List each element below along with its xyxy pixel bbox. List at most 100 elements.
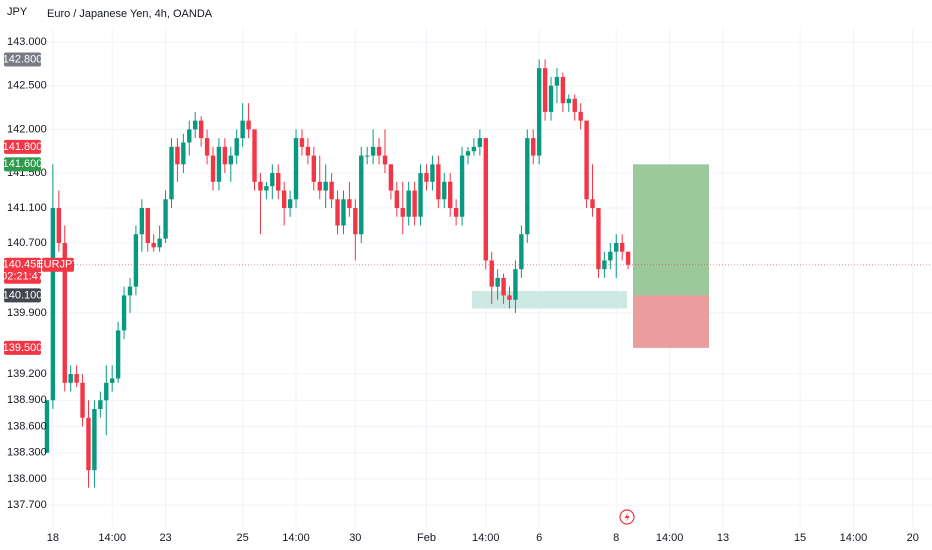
candle-body [459, 155, 465, 217]
candle-body [448, 181, 453, 209]
candle-body [204, 138, 210, 156]
candle-body [596, 208, 601, 270]
candle-body [560, 76, 566, 104]
candle-body [163, 199, 168, 239]
candle-body [418, 173, 423, 217]
candle-body [608, 251, 613, 261]
axes: 143.000142.500142.000141.500141.100140.7… [1, 36, 919, 544]
candle-body [293, 138, 299, 200]
candle-body [139, 208, 145, 235]
candle-body [44, 400, 50, 453]
y-tick-label: 137.700 [7, 499, 47, 511]
plot-area [44, 59, 932, 488]
last-price-bg [4, 257, 41, 284]
candle-body [519, 234, 524, 270]
candle-body [222, 146, 228, 165]
candle-body [394, 190, 400, 209]
candle-body [382, 155, 388, 165]
position-label-bg [4, 340, 41, 355]
candle-body [513, 269, 518, 300]
y-tick-label: 141.100 [7, 202, 47, 214]
candle-body [347, 199, 352, 209]
position-label: 141.600 [3, 158, 43, 170]
candle-body [335, 199, 340, 226]
candle-body [507, 295, 512, 300]
candle-body [115, 330, 121, 379]
candle-body [98, 400, 103, 410]
candle-body [353, 208, 358, 235]
candle-body [619, 242, 625, 252]
y-tick-label: 138.600 [7, 420, 47, 432]
candle-body [531, 138, 536, 156]
price-label: 141.800 [3, 141, 43, 153]
y-tick-label: 142.000 [7, 123, 47, 135]
candle-body [258, 181, 263, 191]
stop-area [633, 295, 709, 348]
position-label: 139.500 [3, 342, 43, 354]
candle-body [602, 260, 607, 270]
candle-body [74, 374, 79, 383]
currency-label: JPY [7, 6, 28, 18]
candle-body [281, 190, 287, 209]
candle-body [305, 146, 311, 156]
candle-body [252, 129, 257, 182]
candle-body [157, 238, 162, 248]
x-tick-label: 30 [349, 532, 361, 544]
candle-body [311, 155, 317, 182]
candle-body [400, 208, 405, 217]
candle-body [329, 181, 334, 200]
candle-body [436, 164, 441, 200]
candle-body [210, 155, 216, 182]
symbol-label: EURJPY [36, 259, 80, 271]
candle-body [406, 190, 411, 217]
target-area [633, 164, 709, 296]
candle-body [104, 382, 109, 401]
candle-body [216, 146, 222, 182]
x-tick-label: 8 [613, 532, 619, 544]
price-label-bg [4, 52, 41, 67]
y-tick-label: 140.700 [7, 237, 47, 249]
candle-body [270, 173, 275, 187]
candle-body [240, 120, 245, 139]
x-tick-label: 15 [794, 532, 806, 544]
y-tick-label: 138.300 [7, 447, 47, 459]
candle-body [566, 98, 572, 104]
x-tick-label: 14:00 [282, 532, 310, 544]
x-tick-label: 14:00 [472, 532, 500, 544]
candle-body [364, 155, 370, 157]
candle-body [169, 146, 174, 200]
candle-body [359, 155, 364, 235]
candle-body [62, 242, 67, 383]
candle-body [376, 146, 382, 156]
candle-body [614, 242, 619, 252]
candle-body [264, 186, 269, 191]
last-price-label: 140.451 [3, 259, 43, 271]
symbol-bg [42, 257, 74, 272]
candle-body [424, 173, 429, 182]
candle-body [145, 208, 150, 243]
candle-body [246, 120, 251, 130]
candle-body [193, 120, 198, 130]
candle-body [287, 199, 293, 209]
candle-body [151, 242, 156, 248]
candle-body [525, 138, 530, 235]
y-tick-label: 138.900 [7, 394, 47, 406]
candle-body [228, 155, 233, 165]
candle-body [489, 260, 494, 287]
candle-body [181, 142, 186, 165]
candle-body [68, 374, 73, 383]
position-label: 140.100 [3, 289, 43, 301]
candle-body [187, 129, 192, 143]
y-tick-label: 143.000 [7, 36, 47, 48]
lightning-icon[interactable] [624, 512, 630, 522]
x-tick-label: Feb [417, 532, 436, 544]
candle-body [341, 199, 346, 226]
x-tick-label: 25 [237, 532, 249, 544]
candle-body [234, 138, 239, 156]
candle-body [109, 378, 115, 383]
x-tick-label: 14:00 [656, 532, 684, 544]
candle-body [127, 286, 133, 296]
events-icon[interactable] [619, 509, 635, 525]
